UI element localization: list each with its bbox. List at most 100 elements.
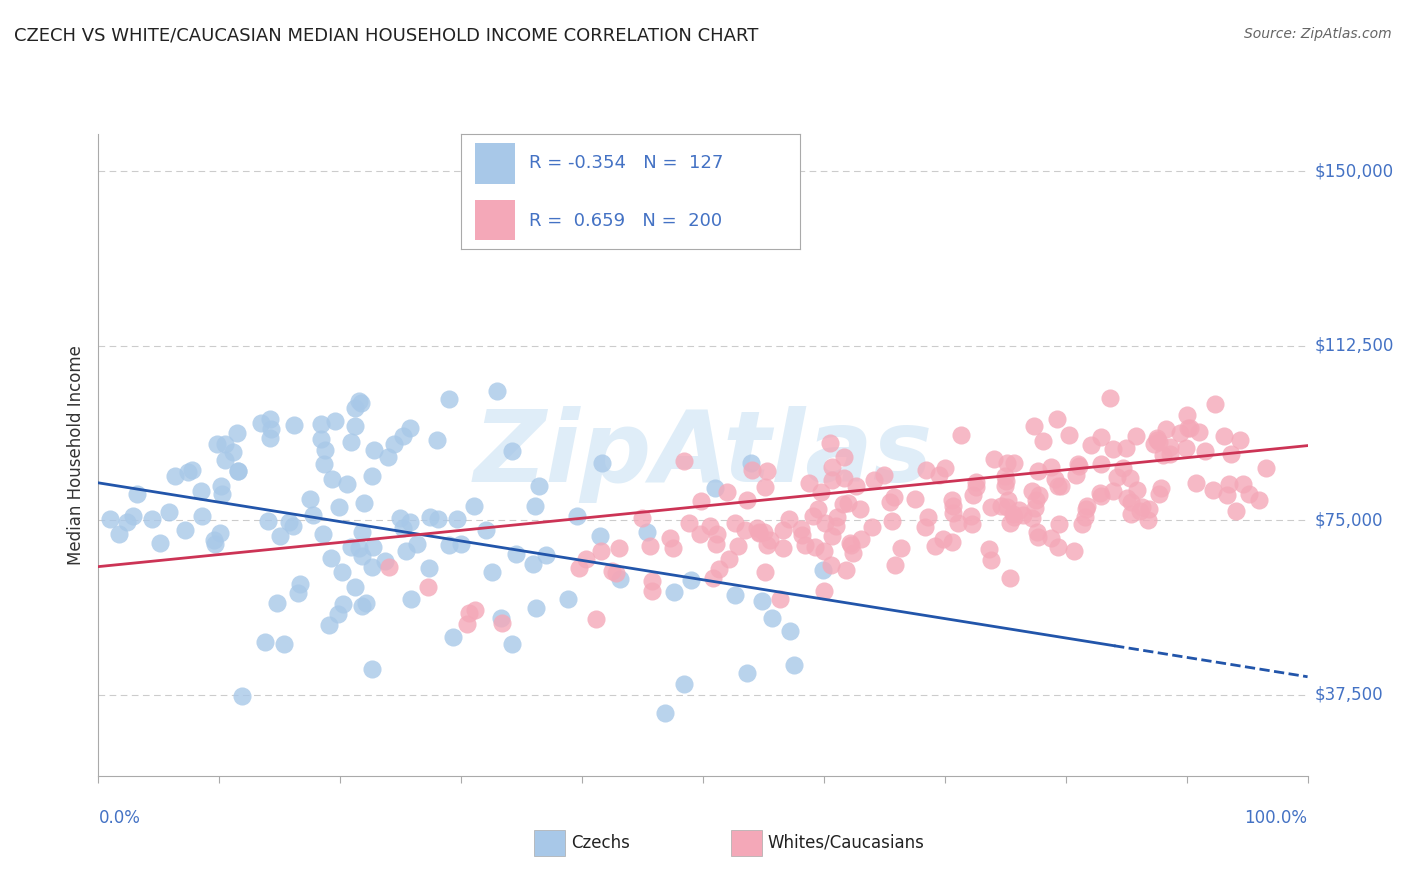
Point xyxy=(361,469,384,483)
Point xyxy=(330,565,353,579)
Text: $112,500: $112,500 xyxy=(1315,336,1393,354)
Point xyxy=(1012,508,1035,523)
Point xyxy=(486,384,509,398)
Point xyxy=(998,516,1021,530)
Point xyxy=(141,511,163,525)
FancyBboxPatch shape xyxy=(475,143,516,184)
Point xyxy=(228,464,250,478)
Point xyxy=(1150,482,1173,496)
Point xyxy=(529,478,551,492)
Point xyxy=(658,532,681,546)
Point xyxy=(418,561,440,575)
Point xyxy=(1159,447,1181,461)
Point xyxy=(914,520,936,534)
Point xyxy=(1088,486,1111,500)
Point xyxy=(214,452,236,467)
Point xyxy=(821,460,844,475)
Point xyxy=(759,533,782,547)
Point xyxy=(1146,433,1168,447)
Point xyxy=(405,536,427,550)
Point xyxy=(231,689,253,703)
Point xyxy=(419,510,441,524)
Point xyxy=(1188,425,1211,439)
Point xyxy=(340,435,363,450)
Text: $75,000: $75,000 xyxy=(1315,511,1384,529)
Point xyxy=(890,541,912,555)
Point xyxy=(1232,477,1254,491)
Point xyxy=(98,512,121,526)
Point xyxy=(965,479,987,493)
Point xyxy=(398,515,420,529)
Point xyxy=(259,421,281,435)
Point xyxy=(205,437,228,451)
Point xyxy=(299,491,322,506)
Point xyxy=(748,525,770,540)
Point xyxy=(835,563,858,577)
Point xyxy=(309,432,332,446)
Point xyxy=(821,528,844,542)
Point xyxy=(378,560,401,574)
Point xyxy=(672,677,695,691)
Text: $37,500: $37,500 xyxy=(1315,686,1384,704)
Point xyxy=(941,492,963,507)
Point xyxy=(522,558,544,572)
Point xyxy=(1147,487,1170,501)
Point xyxy=(965,475,987,489)
Point xyxy=(1237,487,1260,501)
Point xyxy=(813,544,835,558)
Point xyxy=(1002,510,1025,524)
Text: ZipAtlas: ZipAtlas xyxy=(474,407,932,503)
Point xyxy=(1174,441,1197,455)
Point xyxy=(607,541,630,555)
Point xyxy=(735,666,758,681)
Point xyxy=(318,618,340,632)
Text: R = -0.354   N =  127: R = -0.354 N = 127 xyxy=(529,153,723,171)
Point xyxy=(804,541,827,555)
Point xyxy=(962,488,984,502)
Point xyxy=(917,510,939,524)
Point xyxy=(437,392,460,407)
Point xyxy=(832,450,855,465)
Point xyxy=(600,564,623,578)
Point xyxy=(1026,525,1049,540)
Point xyxy=(259,412,281,426)
Point xyxy=(995,474,1018,488)
Point xyxy=(827,509,849,524)
Point xyxy=(778,512,800,526)
Point xyxy=(997,493,1019,508)
Point xyxy=(149,536,172,550)
Point xyxy=(689,527,711,541)
Text: 100.0%: 100.0% xyxy=(1244,809,1308,827)
Point xyxy=(1008,502,1031,516)
Point xyxy=(1177,421,1199,435)
Point xyxy=(1168,425,1191,440)
Point xyxy=(353,496,375,510)
Point xyxy=(363,540,385,554)
Point xyxy=(995,456,1018,470)
Point xyxy=(820,558,842,572)
Point xyxy=(1229,434,1251,448)
Point xyxy=(756,538,779,552)
Point xyxy=(942,499,965,513)
Point xyxy=(1021,511,1043,525)
Point xyxy=(1043,472,1066,486)
Point xyxy=(1143,437,1166,451)
Point xyxy=(1025,493,1047,508)
Point xyxy=(491,611,513,625)
Point xyxy=(934,461,956,475)
Point xyxy=(880,514,903,528)
Point xyxy=(312,527,335,541)
Point xyxy=(797,476,820,491)
Point xyxy=(772,541,794,555)
Point xyxy=(491,615,513,630)
Point xyxy=(446,512,468,526)
Text: Whites/Caucasians: Whites/Caucasians xyxy=(768,834,925,852)
Point xyxy=(1146,431,1168,445)
Point xyxy=(754,480,776,494)
Point xyxy=(980,553,1002,567)
Point xyxy=(176,465,198,479)
Point xyxy=(1024,501,1046,516)
Point xyxy=(266,596,288,610)
Point xyxy=(950,428,973,442)
Point xyxy=(997,500,1019,514)
